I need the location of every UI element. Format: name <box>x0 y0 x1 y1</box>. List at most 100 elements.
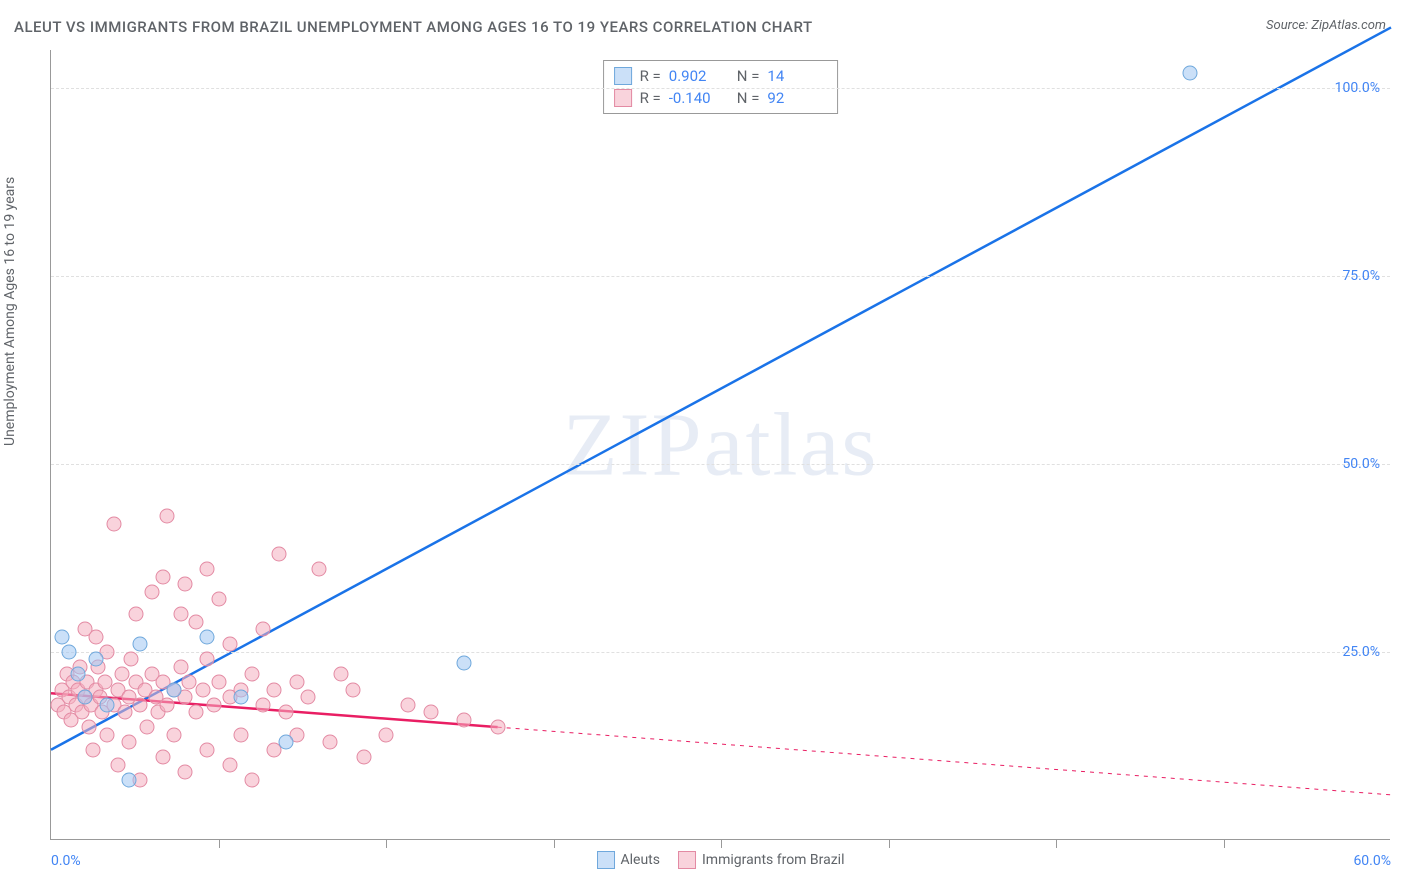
data-point <box>144 584 159 599</box>
data-point <box>200 562 215 577</box>
legend-swatch <box>614 67 632 85</box>
y-tick-label: 50.0% <box>1342 456 1380 472</box>
r-value: 0.902 <box>669 67 729 85</box>
data-point <box>173 607 188 622</box>
data-point <box>173 659 188 674</box>
data-point <box>200 629 215 644</box>
data-point <box>222 637 237 652</box>
data-point <box>99 727 114 742</box>
grid-line <box>51 276 1390 277</box>
y-tick-label: 75.0% <box>1342 268 1380 284</box>
r-value: -0.140 <box>669 89 729 107</box>
data-point <box>233 690 248 705</box>
series-legend: Aleuts Immigrants from Brazil <box>597 851 845 869</box>
data-point <box>207 697 222 712</box>
data-point <box>457 712 472 727</box>
n-label: N = <box>737 89 760 107</box>
legend-row: R =0.902N =14 <box>614 65 828 87</box>
data-point <box>155 750 170 765</box>
data-point <box>356 750 371 765</box>
data-point <box>81 720 96 735</box>
data-point <box>379 727 394 742</box>
data-point <box>140 720 155 735</box>
data-point <box>401 697 416 712</box>
data-point <box>166 727 181 742</box>
grid-line <box>51 652 1390 653</box>
y-axis-label: Unemployment Among Ages 16 to 19 years <box>2 177 18 446</box>
data-point <box>189 705 204 720</box>
n-value: 14 <box>767 67 827 85</box>
data-point <box>334 667 349 682</box>
r-label: R = <box>640 89 661 107</box>
n-label: N = <box>737 67 760 85</box>
data-point <box>133 637 148 652</box>
n-value: 92 <box>767 89 827 107</box>
data-point <box>312 562 327 577</box>
data-point <box>256 697 271 712</box>
legend-label: Immigrants from Brazil <box>702 852 845 868</box>
x-minor-tick <box>1224 840 1225 848</box>
y-tick-label: 100.0% <box>1335 80 1380 96</box>
data-point <box>423 705 438 720</box>
data-point <box>117 705 132 720</box>
data-point <box>99 697 114 712</box>
data-point <box>490 720 505 735</box>
data-point <box>200 652 215 667</box>
data-point <box>160 697 175 712</box>
data-point <box>166 682 181 697</box>
x-minor-tick <box>219 840 220 848</box>
data-point <box>222 757 237 772</box>
data-point <box>323 735 338 750</box>
x-tick-label: 60.0% <box>1353 853 1391 869</box>
data-point <box>245 772 260 787</box>
legend-swatch <box>614 89 632 107</box>
data-point <box>211 675 226 690</box>
x-minor-tick <box>554 840 555 848</box>
legend-item: Immigrants from Brazil <box>678 851 845 869</box>
data-point <box>211 592 226 607</box>
data-point <box>457 656 472 671</box>
grid-line <box>51 464 1390 465</box>
correlation-chart: ALEUT VS IMMIGRANTS FROM BRAZIL UNEMPLOY… <box>0 0 1406 892</box>
x-minor-tick <box>1056 840 1057 848</box>
data-point <box>111 757 126 772</box>
legend-swatch <box>678 851 696 869</box>
data-point <box>61 644 76 659</box>
data-point <box>278 735 293 750</box>
data-point <box>128 607 143 622</box>
data-point <box>233 727 248 742</box>
data-point <box>278 705 293 720</box>
data-point <box>133 697 148 712</box>
data-point <box>88 652 103 667</box>
legend-row: R = -0.140 N = 92 <box>614 87 828 109</box>
legend-item: Aleuts <box>597 851 660 869</box>
data-point <box>106 517 121 532</box>
x-tick-label: 0.0% <box>51 853 81 869</box>
grid-line <box>51 88 1390 89</box>
regression-line <box>51 27 1391 749</box>
data-point <box>122 772 137 787</box>
chart-title: ALEUT VS IMMIGRANTS FROM BRAZIL UNEMPLOY… <box>14 18 813 36</box>
legend-label: Aleuts <box>621 852 660 868</box>
data-point <box>345 682 360 697</box>
legend-swatch <box>597 851 615 869</box>
data-point <box>245 667 260 682</box>
x-minor-tick <box>721 840 722 848</box>
regression-line-extrapolated <box>498 727 1391 795</box>
plot-area: ZIPatlas R =0.902N =14R =-0.140N =92 Ale… <box>50 50 1390 840</box>
x-minor-tick <box>889 840 890 848</box>
data-point <box>178 577 193 592</box>
x-minor-tick <box>386 840 387 848</box>
y-tick-label: 25.0% <box>1342 644 1380 660</box>
data-point <box>178 765 193 780</box>
data-point <box>271 547 286 562</box>
data-point <box>189 614 204 629</box>
data-point <box>1183 65 1198 80</box>
data-point <box>160 509 175 524</box>
data-point <box>256 622 271 637</box>
data-point <box>124 652 139 667</box>
data-point <box>267 682 282 697</box>
data-point <box>88 629 103 644</box>
data-point <box>200 742 215 757</box>
data-point <box>300 690 315 705</box>
